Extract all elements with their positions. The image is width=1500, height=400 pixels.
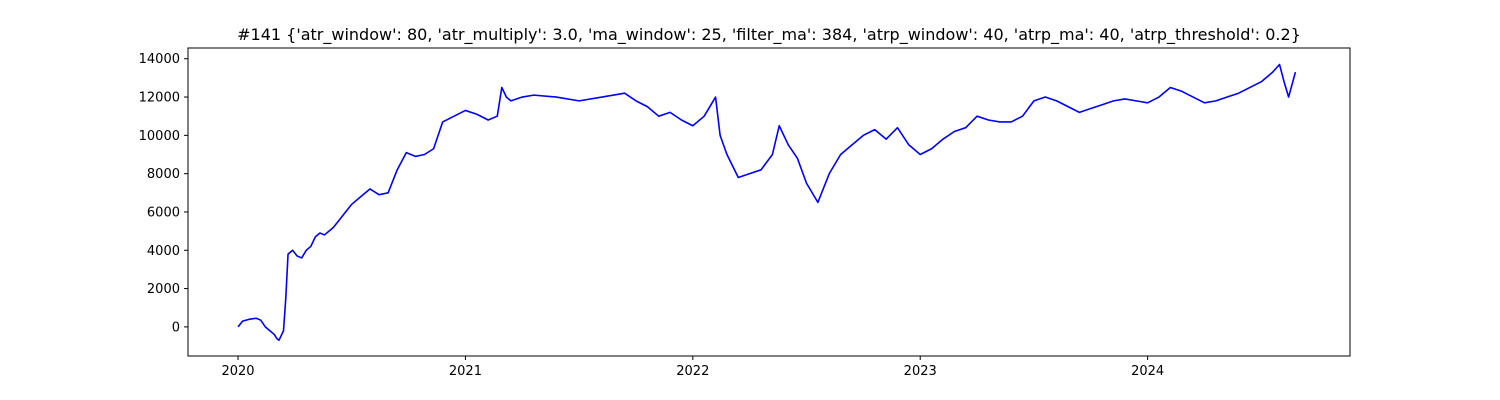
y-tick-label-12000: 12000 [139,91,180,106]
x-tick-label-2024: 2024 [1131,364,1164,379]
chart-title: #141 {'atr_window': 80, 'atr_multiply': … [237,25,1301,45]
y-tick-label-0: 0 [172,320,180,335]
y-tick-label-10000: 10000 [139,129,180,144]
plot-frame [187,47,1351,357]
y-tick-label-2000: 2000 [147,282,180,297]
y-tick-label-6000: 6000 [147,205,180,220]
y-tick-label-4000: 4000 [147,244,180,259]
y-tick-label-14000: 14000 [139,52,180,67]
x-tick-label-2021: 2021 [449,364,482,379]
x-tick-label-2023: 2023 [904,364,937,379]
x-tick-label-2022: 2022 [676,364,709,379]
plot-area: 0 2000 4000 6000 8000 10000 12000 14000 2020 2021… [139,47,1351,379]
series-line [237,63,1297,342]
y-tick-label-8000: 8000 [147,167,180,182]
x-tick-label-2020: 2020 [221,364,254,379]
